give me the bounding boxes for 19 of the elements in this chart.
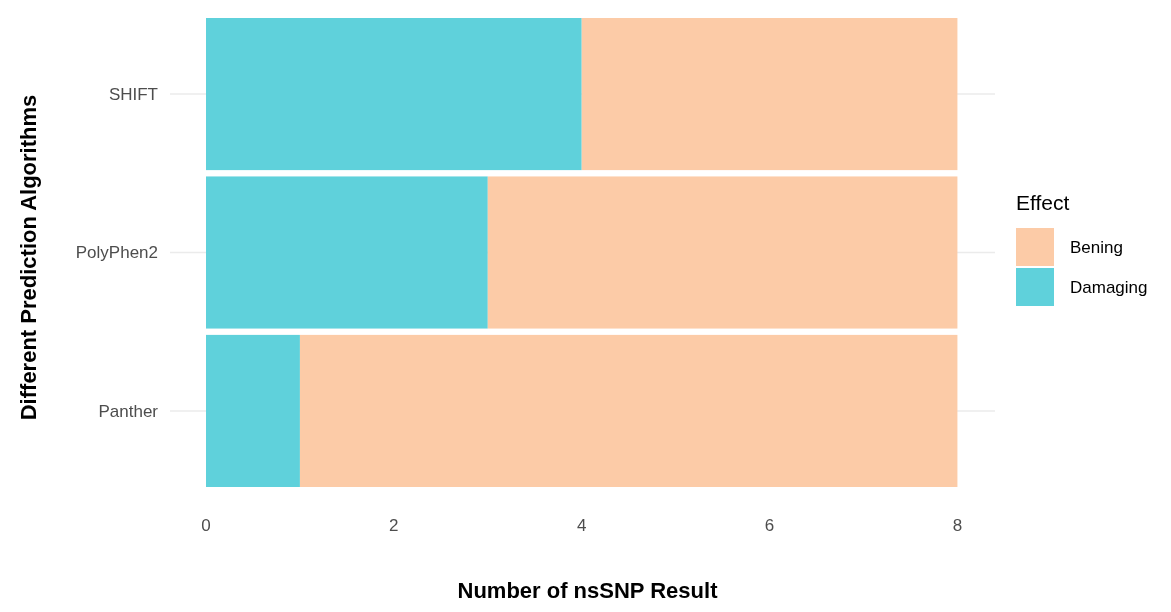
legend-label: Damaging (1070, 277, 1148, 297)
y-axis-title: Different Prediction Algorithms (16, 94, 41, 421)
bar (299, 334, 958, 487)
x-tick-label: 4 (576, 515, 587, 535)
bar (206, 18, 582, 171)
y-tick-label: SHIFT (108, 85, 158, 104)
legend-title: Effect (1016, 191, 1070, 214)
x-axis-title: Number of nsSNP Result (457, 578, 719, 603)
bar (206, 334, 300, 487)
x-tick-label: 6 (764, 515, 775, 535)
legend-label: Bening (1070, 237, 1123, 257)
bar (206, 176, 488, 329)
bar (581, 18, 958, 171)
x-tick-label: 8 (952, 515, 963, 535)
y-tick-label: PolyPhen2 (75, 243, 158, 263)
y-tick-label: Panther (98, 401, 159, 421)
bar (487, 176, 958, 329)
x-tick-label: 0 (201, 515, 211, 535)
x-tick-label: 2 (389, 515, 399, 535)
